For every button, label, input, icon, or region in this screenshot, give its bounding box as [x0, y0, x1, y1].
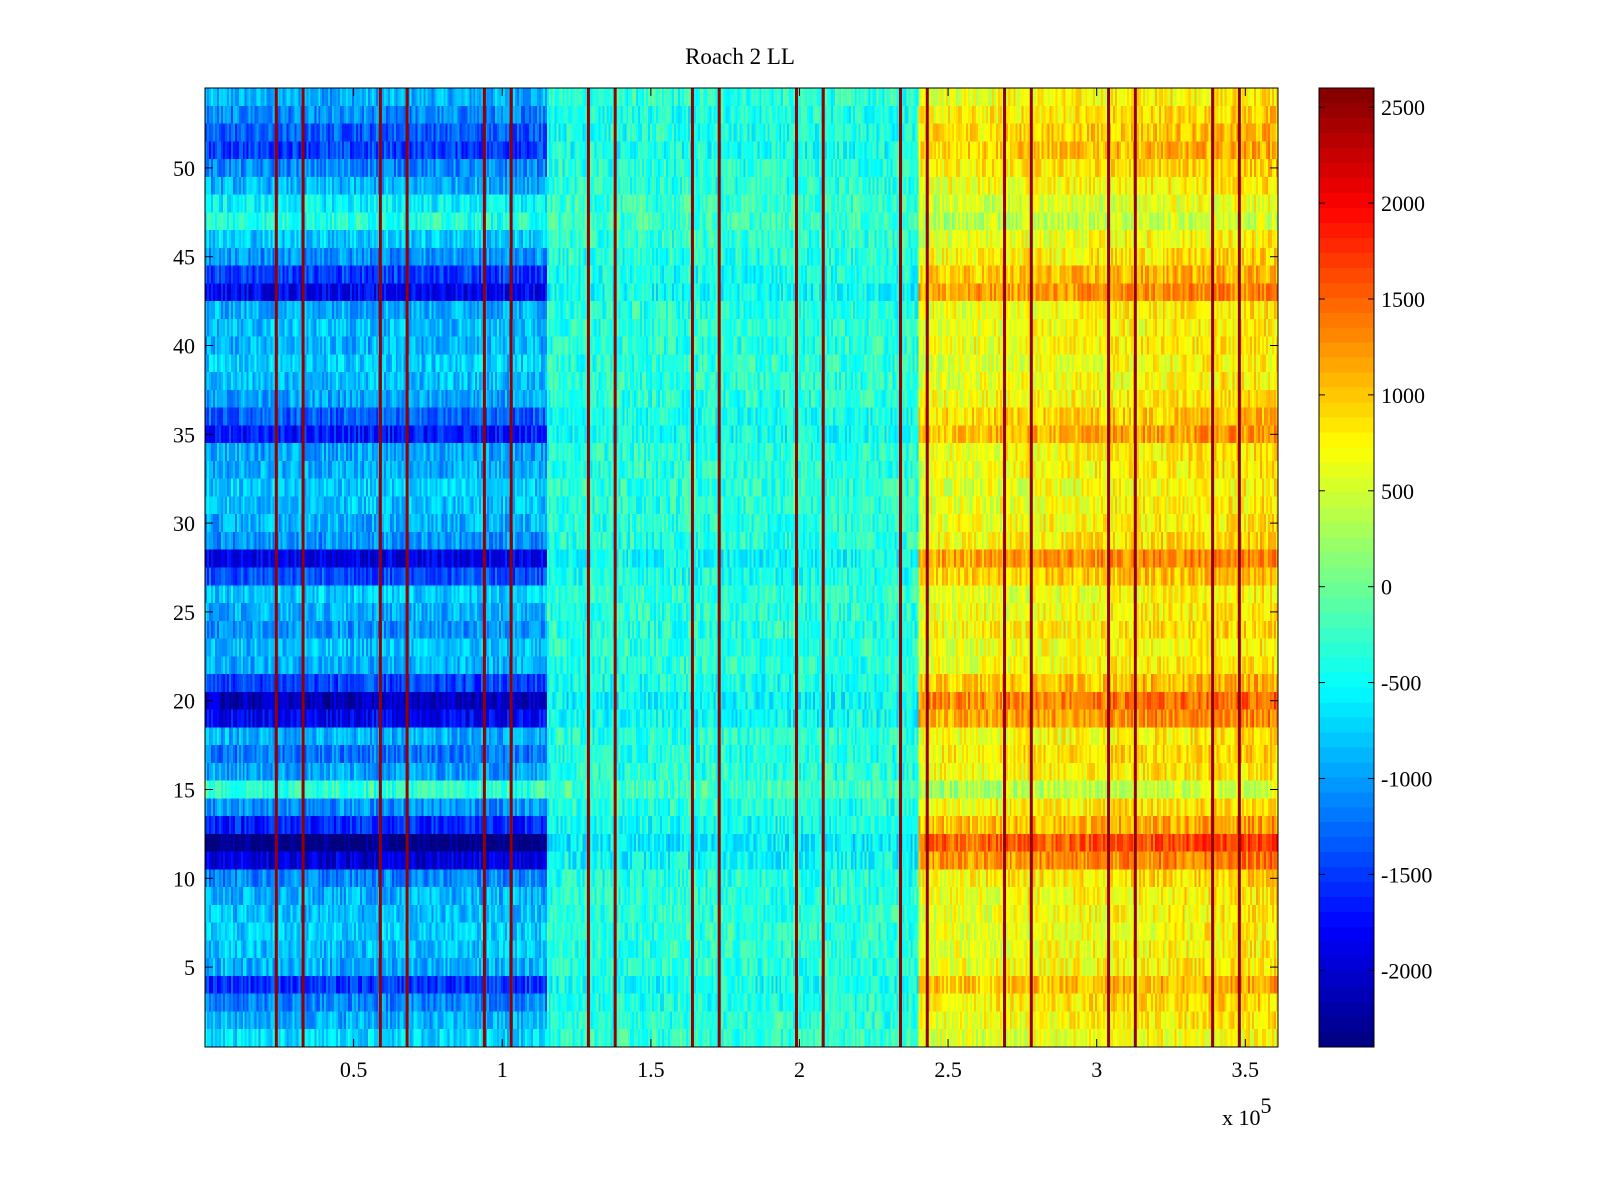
colorbar-tick-label: 2000 — [1381, 191, 1425, 216]
colorbar-tick-label: -1000 — [1381, 766, 1432, 791]
x-tick-label: 3 — [1091, 1057, 1102, 1082]
x-axis-multiplier: x 105 — [1222, 1093, 1272, 1130]
x-multiplier-base: x 10 — [1222, 1105, 1261, 1130]
colorbar-tick-label: 0 — [1381, 575, 1392, 600]
x-tick-label: 3.5 — [1232, 1057, 1260, 1082]
x-tick-label: 1.5 — [637, 1057, 665, 1082]
colorbar-frame — [1318, 87, 1375, 1048]
colorbar-ticks: 2500 2000 1500 1000 500 0 -500 -1000 -1500 -2000 — [1319, 95, 1432, 983]
colorbar-tick-label: 1500 — [1381, 287, 1425, 312]
y-tick-label: 10 — [173, 866, 195, 891]
colorbar-tick-label: 2500 — [1381, 95, 1425, 120]
colorbar: 2500 2000 1500 1000 500 0 -500 -1000 -1500 -2000 — [1318, 87, 1432, 1048]
y-tick-label: 20 — [173, 689, 195, 714]
x-tick-label: 2.5 — [934, 1057, 962, 1082]
y-tick-label: 45 — [173, 245, 195, 270]
colorbar-tick-label: 1000 — [1381, 383, 1425, 408]
colorbar-tick-label: 500 — [1381, 479, 1414, 504]
y-tick-label: 30 — [173, 511, 195, 536]
colorbar-tick-label: -2000 — [1381, 958, 1432, 983]
segment-boundary-lines — [274, 88, 1241, 1047]
y-tick-label: 40 — [173, 334, 195, 359]
y-tick-label: 35 — [173, 422, 195, 447]
colorbar-gradient — [1319, 88, 1374, 1047]
y-tick-label: 50 — [173, 156, 195, 181]
y-tick-label: 25 — [173, 600, 195, 625]
x-axis: 0.5 1 1.5 2 2.5 3 3.5 — [340, 88, 1259, 1082]
colorbar-tick-label: -500 — [1381, 671, 1421, 696]
plot-area: 0.5 1 1.5 2 2.5 3 3.5 5 10 15 20 25 30 35 40 45 50 — [173, 87, 1279, 1082]
heatmap-image — [205, 88, 1278, 1047]
x-tick-label: 0.5 — [340, 1057, 368, 1082]
y-tick-label: 5 — [184, 955, 195, 980]
y-tick-label: 15 — [173, 777, 195, 802]
x-tick-label: 2 — [794, 1057, 805, 1082]
plot-frame — [204, 87, 1279, 1048]
x-tick-label: 1 — [497, 1057, 508, 1082]
colorbar-tick-label: -1500 — [1381, 862, 1432, 887]
x-multiplier-exponent: 5 — [1261, 1093, 1272, 1118]
chart-title: Roach 2 LL — [685, 44, 795, 69]
y-axis: 5 10 15 20 25 30 35 40 45 50 — [173, 156, 1278, 980]
